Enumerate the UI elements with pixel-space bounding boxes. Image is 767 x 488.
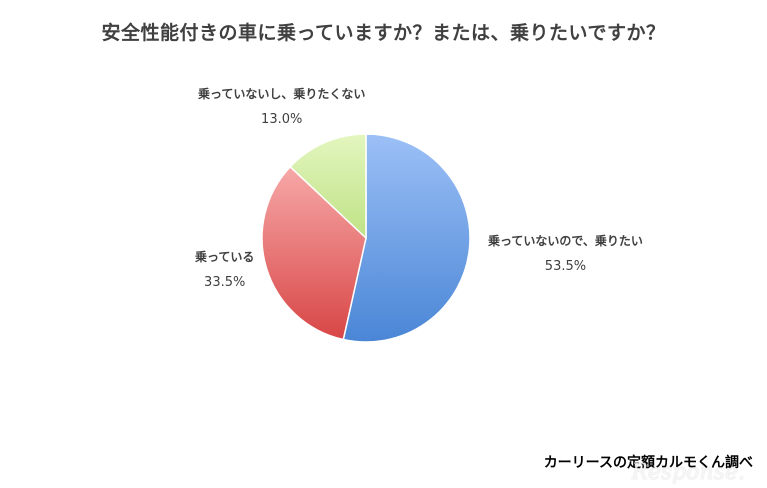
pie-slice-not-want xyxy=(289,133,367,240)
slice-value-label: 53.5% xyxy=(544,259,587,274)
pie-slice-want xyxy=(342,133,471,343)
slice-label-want: 乗っていないので、乗りたい 53.5% xyxy=(488,232,643,274)
slice-value-label: 33.5% xyxy=(204,275,246,290)
source-note: カーリースの定額カルモくん調べ xyxy=(543,455,753,471)
chart-title: 安全性能付きの車に乗っていますか？または、乗りたいですか？ xyxy=(101,22,666,44)
pie-slice-riding xyxy=(261,165,367,341)
slice-label-riding: 乗っている 33.5% xyxy=(195,248,254,290)
slice-label-text: 乗っていないし、乗りたくない xyxy=(198,87,366,101)
slice-label-text: 乗っていないので、乗りたい xyxy=(488,234,643,248)
slice-value-label: 13.0% xyxy=(261,112,303,127)
slice-label-text: 乗っている xyxy=(195,250,255,264)
slice-label-not-want: 乗っていないし、乗りたくない 13.0% xyxy=(198,85,365,127)
